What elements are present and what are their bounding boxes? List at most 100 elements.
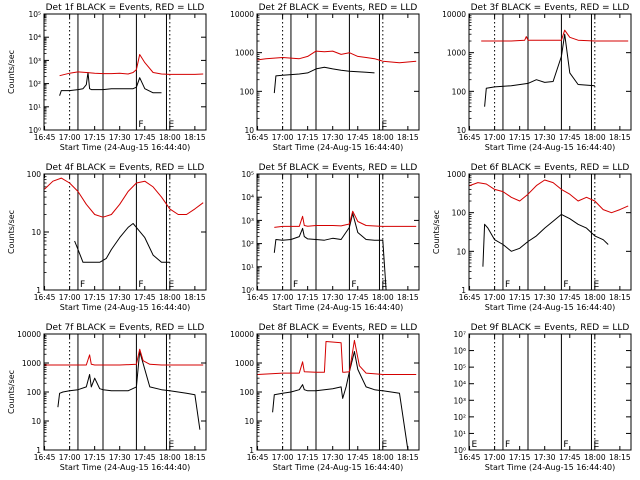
x-tick-label: 18:15 [397, 133, 419, 142]
x-axis-label: Start Time (24-Aug-15 16:44:40) [273, 143, 404, 152]
x-tick-label: 16:45 [247, 133, 269, 142]
flag-label: E [593, 280, 599, 290]
flag-label: E [381, 280, 387, 290]
x-tick-label: 17:30 [534, 133, 556, 142]
y-tick-label: 10² [241, 240, 254, 249]
x-tick-label: 17:15 [509, 453, 531, 462]
x-axis-label: Start Time (24-Aug-15 16:44:40) [485, 303, 616, 312]
x-tick-label: 17:30 [534, 293, 556, 302]
plot-frame [256, 333, 420, 451]
x-axis-label: Start Time (24-Aug-15 16:44:40) [485, 463, 616, 472]
x-tick-label: 17:45 [347, 453, 369, 462]
x-tick-label: 18:15 [184, 453, 206, 462]
flag-label: E [381, 440, 387, 450]
x-tick-label: 17:00 [272, 453, 294, 462]
chart-title: Det 4f BLACK = Events, RED = LLD [46, 163, 205, 173]
y-tick-label: 1000 [235, 49, 254, 58]
series-events-line [484, 33, 595, 107]
x-tick-label: 17:45 [347, 133, 369, 142]
y-tick-label: 1000 [22, 359, 41, 368]
y-axis-label: Counts/sec [7, 370, 16, 414]
x-tick-label: 17:45 [559, 453, 581, 462]
x-axis-label: Start Time (24-Aug-15 16:44:40) [273, 303, 404, 312]
y-tick-label: 100 [240, 87, 255, 96]
chart-title: Det 1f BLACK = Events, RED = LLD [46, 3, 205, 13]
y-tick-label: 1000 [235, 359, 254, 368]
x-tick-label: 18:00 [584, 133, 606, 142]
y-tick-label: 10000 [230, 10, 254, 19]
y-tick-label: 1 [36, 446, 41, 455]
x-tick-label: 17:15 [297, 293, 319, 302]
y-tick-label: 10⁶ [453, 347, 466, 356]
flag-label: E [593, 440, 599, 450]
x-tick-label: 16:45 [247, 453, 269, 462]
y-tick-label: 100 [452, 209, 467, 218]
series-events-line [482, 213, 609, 267]
y-tick-label: 10³ [28, 56, 41, 65]
flag-label: F [138, 120, 143, 130]
x-tick-label: 18:00 [584, 293, 606, 302]
series-lld-line [481, 29, 629, 42]
y-tick-label: 10³ [453, 396, 466, 405]
y-tick-label: 10¹ [241, 263, 254, 272]
x-axis-label: Start Time (24-Aug-15 16:44:40) [273, 463, 404, 472]
x-tick-label: 18:00 [159, 293, 181, 302]
y-tick-label: 10⁵ [453, 363, 466, 372]
x-tick-label: 17:30 [322, 293, 344, 302]
x-tick-label: 16:45 [34, 453, 56, 462]
y-tick-label: 10¹ [28, 103, 41, 112]
x-tick-label: 17:30 [534, 453, 556, 462]
series-lld-line [59, 54, 204, 77]
y-tick-label: 1 [36, 286, 41, 295]
y-tick-label: 10⁰ [241, 286, 254, 295]
y-tick-label: 10⁴ [28, 33, 41, 42]
x-tick-label: 18:15 [397, 453, 419, 462]
plot-frame [256, 173, 420, 291]
y-tick-label: 10⁰ [28, 126, 41, 135]
flag-label: F [505, 280, 510, 290]
flag-label: F [563, 440, 568, 450]
x-axis-label: Start Time (24-Aug-15 16:44:40) [485, 143, 616, 152]
y-tick-label: 10³ [241, 216, 254, 225]
x-tick-label: 16:45 [247, 293, 269, 302]
flag-label: E [168, 280, 174, 290]
chart-panel-4: Det 4f BLACK = Events, RED = LLD 16:45 17:… [7, 163, 207, 312]
y-tick-label: 100 [240, 388, 255, 397]
x-axis-label: Start Time (24-Aug-15 16:44:40) [60, 303, 191, 312]
x-tick-label: 17:15 [84, 293, 106, 302]
y-tick-label: 10⁷ [453, 330, 466, 339]
x-tick-label: 17:45 [559, 133, 581, 142]
y-axis-label: Counts/sec [7, 210, 16, 254]
chart-title: Det 8f BLACK = Events, RED = LLD [259, 323, 418, 333]
y-tick-label: 10 [31, 417, 41, 426]
chart-title: Det 7f BLACK = Events, RED = LLD [46, 323, 205, 333]
flag-label: F [293, 280, 298, 290]
plot-frame [468, 173, 632, 291]
y-tick-label: 10 [244, 126, 254, 135]
y-axis-label: Counts/sec [432, 210, 441, 254]
flag-label: F [351, 280, 356, 290]
y-tick-label: 10000 [230, 330, 254, 339]
series-events-line [74, 223, 170, 263]
x-tick-label: 17:15 [509, 133, 531, 142]
series-lld-line [44, 348, 204, 366]
series-events-line [273, 66, 375, 94]
x-axis-label: Start Time (24-Aug-15 16:44:40) [60, 463, 191, 472]
x-tick-label: 17:45 [134, 453, 156, 462]
series-lld-line [274, 210, 417, 228]
y-tick-label: 10⁵ [241, 170, 254, 179]
x-tick-label: 16:45 [34, 133, 56, 142]
y-tick-label: 10 [456, 126, 466, 135]
plot-frame [256, 13, 420, 131]
flag-label: E [168, 120, 174, 130]
x-tick-label: 17:15 [509, 293, 531, 302]
y-tick-label: 100 [27, 388, 42, 397]
x-tick-label: 16:45 [34, 293, 56, 302]
flag-label: E [381, 120, 387, 130]
x-tick-label: 17:45 [347, 293, 369, 302]
y-tick-label: 10⁴ [241, 193, 254, 202]
series-lld-line [469, 179, 629, 214]
x-tick-label: 18:00 [372, 293, 394, 302]
